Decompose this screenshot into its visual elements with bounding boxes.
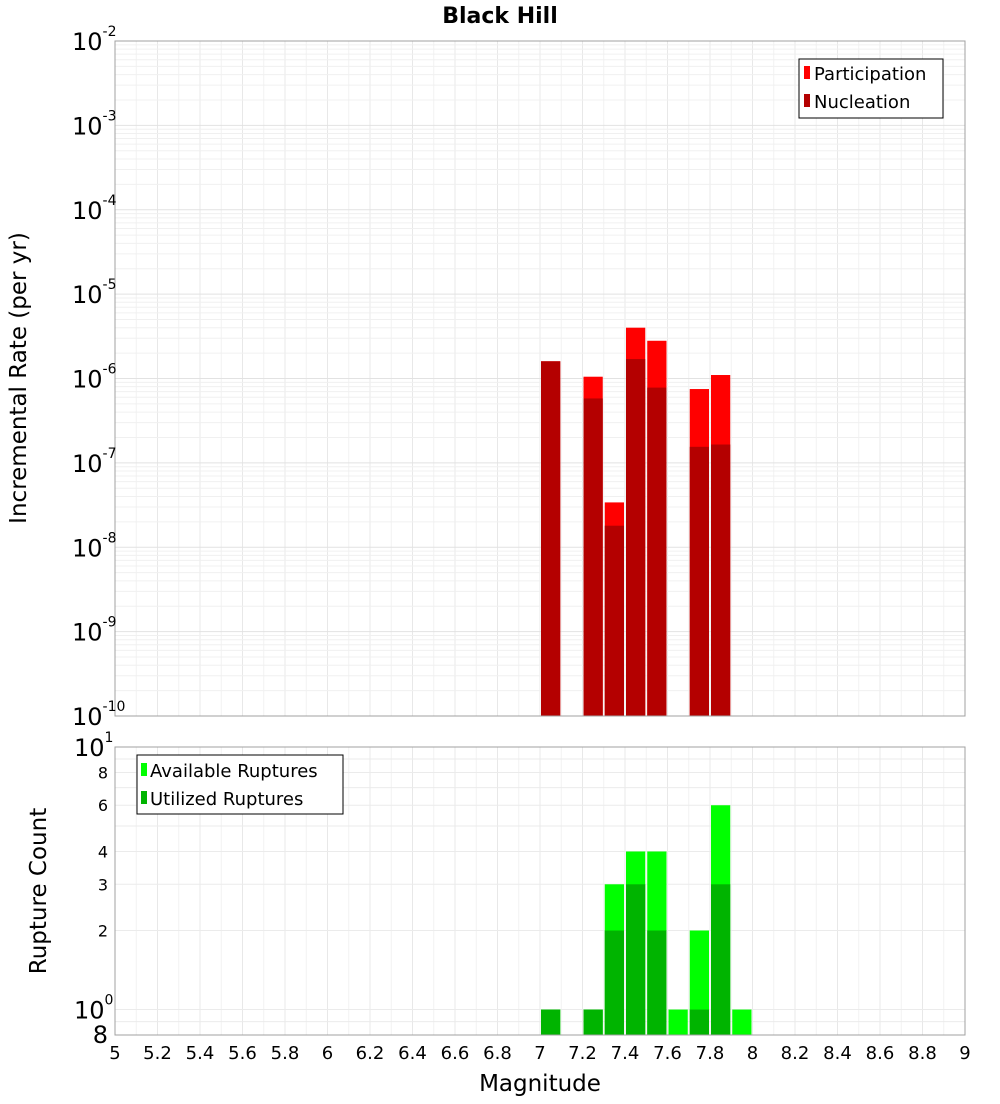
bar-utilized-ruptures — [689, 1009, 709, 1035]
x-tick-label: 6 — [322, 1043, 333, 1064]
y-tick-label: 3 — [98, 875, 108, 894]
bar-nucleation — [583, 398, 603, 716]
bar-nucleation — [689, 446, 709, 716]
x-tick-label: 8.4 — [823, 1043, 852, 1064]
y-tick-label: 6 — [98, 796, 108, 815]
x-tick-label: 6.6 — [441, 1043, 470, 1064]
top-legend: Participation Nucleation — [798, 58, 944, 119]
bar-utilized-ruptures — [583, 1009, 603, 1035]
x-tick-label: 7.4 — [611, 1043, 640, 1064]
bottom-y-axis-label: Rupture Count — [26, 808, 52, 974]
x-tick-label: 8.2 — [781, 1043, 810, 1064]
x-tick-label: 8 — [747, 1043, 758, 1064]
bar-available-ruptures — [732, 1009, 752, 1035]
x-axis-label: Magnitude — [479, 1071, 601, 1097]
bar-nucleation — [647, 387, 667, 716]
legend-label-utilized-ruptures: Utilized Ruptures — [150, 789, 303, 810]
x-tick-label: 5.6 — [228, 1043, 257, 1064]
bar-available-ruptures — [668, 1009, 688, 1035]
y-tick-label: 10-3 — [72, 108, 117, 140]
y-tick-label: 10-6 — [72, 362, 117, 394]
x-tick-label: 5.4 — [186, 1043, 215, 1064]
legend-swatch-available-ruptures — [141, 763, 147, 776]
x-tick-label: 6.4 — [398, 1043, 427, 1064]
top-plot-frame — [114, 40, 966, 717]
x-tick-label: 7.8 — [696, 1043, 725, 1064]
y-tick-label: 101 — [74, 730, 113, 762]
y-tick-label: 10-2 — [72, 24, 117, 56]
top-y-axis-label: Incremental Rate (per yr) — [6, 232, 32, 524]
top-bars — [541, 327, 731, 716]
y-tick-label: 8 — [98, 763, 108, 782]
y-tick-label: 10-4 — [72, 193, 117, 225]
x-tick-label: 8.6 — [866, 1043, 895, 1064]
bottom-legend: Available Ruptures Utilized Ruptures — [136, 754, 344, 815]
bottom-bars — [541, 805, 752, 1035]
bar-utilized-ruptures — [626, 884, 646, 1035]
y-tick-label: 100 — [74, 993, 113, 1025]
legend-swatch-nucleation — [804, 94, 810, 107]
legend-swatch-participation — [804, 66, 810, 79]
x-tick-label: 9 — [959, 1043, 970, 1064]
x-tick-label: 5.8 — [271, 1043, 300, 1064]
x-tick-label: 5 — [109, 1043, 120, 1064]
x-tick-label: 6.8 — [483, 1043, 512, 1064]
bottom-plot-frame — [114, 746, 966, 1036]
bar-nucleation — [711, 444, 731, 716]
y-tick-label: 10-8 — [72, 530, 117, 562]
x-tick-label: 7.6 — [653, 1043, 682, 1064]
legend-label-participation: Participation — [814, 64, 926, 85]
bar-utilized-ruptures — [541, 1009, 561, 1035]
legend-swatch-utilized-ruptures — [141, 791, 147, 804]
y-tick-label: 10-7 — [72, 446, 117, 478]
y-tick-label: 10-5 — [72, 277, 117, 309]
x-tick-label: 6.2 — [356, 1043, 385, 1064]
top-y-ticks: 10-2 10-3 10-4 10-5 10-6 10-7 10-8 10-9 10-10 — [72, 24, 125, 731]
x-tick-label: 7.2 — [568, 1043, 597, 1064]
bottom-legend-box — [136, 754, 344, 815]
bar-nucleation — [626, 359, 646, 716]
top-grid — [114, 41, 966, 717]
bar-nucleation — [604, 525, 624, 716]
y-tick-label: 2 — [98, 922, 108, 941]
bar-available-ruptures — [689, 930, 709, 1035]
legend-label-nucleation: Nucleation — [814, 92, 910, 113]
bar-utilized-ruptures — [711, 884, 731, 1035]
bar-utilized-ruptures — [604, 930, 624, 1035]
x-tick-label: 8.8 — [908, 1043, 937, 1064]
chart-title: Black Hill — [442, 4, 558, 29]
top-legend-box — [798, 58, 944, 119]
y-tick-label: 10-10 — [72, 699, 125, 731]
x-ticks: 5 5.2 5.4 5.6 5.8 6 6.2 6.4 6.6 6.8 7 7.2 7.4 7.6 7.8 8… — [109, 1043, 970, 1064]
y-tick-label: 8 — [93, 1021, 108, 1049]
y-tick-label: 10-9 — [72, 615, 117, 647]
x-tick-label: 7 — [534, 1043, 545, 1064]
x-tick-label: 5.2 — [143, 1043, 172, 1064]
legend-label-available-ruptures: Available Ruptures — [150, 761, 318, 782]
bar-utilized-ruptures — [647, 930, 667, 1035]
y-tick-label: 4 — [98, 842, 108, 861]
bar-nucleation — [541, 361, 561, 716]
